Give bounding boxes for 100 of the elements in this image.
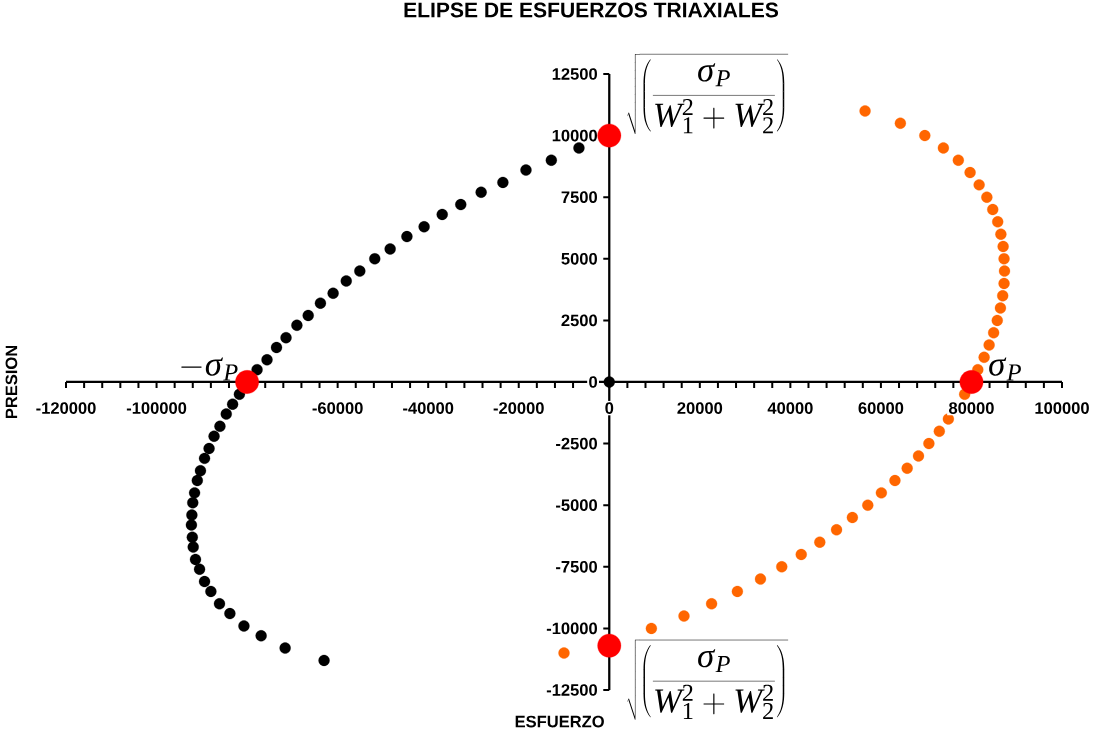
point	[795, 548, 807, 561]
point	[191, 474, 203, 487]
point	[558, 647, 570, 659]
point	[959, 370, 984, 394]
x-tick-label: -100000	[126, 402, 187, 414]
x-tick-label: -60000	[312, 402, 363, 414]
point	[314, 297, 327, 309]
y-tick-label: 10000	[552, 129, 597, 142]
point	[214, 420, 226, 432]
point	[973, 179, 985, 191]
chart-title: ELIPSE DE ESFUERZOS TRIAXIALES	[404, 2, 779, 18]
point	[203, 442, 215, 455]
y-tick-label: -2500	[556, 437, 597, 450]
point	[302, 309, 314, 322]
point	[645, 622, 658, 635]
y-tick-label: 7500	[561, 191, 597, 204]
point	[952, 154, 964, 166]
x-tick-label: 80000	[948, 402, 994, 414]
point	[198, 575, 211, 588]
y-tick-label: -12500	[546, 684, 597, 696]
point	[981, 191, 993, 203]
point	[933, 425, 945, 437]
x-axis-title: ESFUERZO	[515, 715, 604, 728]
point	[991, 314, 1003, 327]
point	[436, 208, 448, 221]
point	[912, 450, 925, 462]
point	[186, 531, 198, 543]
point	[978, 351, 990, 363]
point	[901, 462, 913, 474]
point	[997, 290, 1009, 302]
point	[280, 332, 292, 344]
point	[205, 585, 217, 598]
point	[354, 265, 366, 277]
point	[964, 166, 976, 179]
x-tick-label: 100000	[1035, 402, 1089, 414]
point	[597, 123, 622, 148]
point	[187, 497, 199, 509]
point	[998, 253, 1010, 265]
point	[401, 230, 413, 243]
point	[187, 541, 199, 553]
y-axis-title: PRESION	[5, 345, 18, 419]
point	[279, 642, 291, 654]
point	[261, 354, 273, 366]
point	[998, 265, 1011, 277]
point	[220, 408, 232, 420]
point	[255, 630, 267, 642]
point	[678, 610, 690, 622]
point	[186, 509, 198, 521]
point	[238, 620, 250, 632]
point	[213, 598, 226, 610]
x-tick-label: 60000	[858, 402, 904, 414]
x-tick-label: -120000	[36, 402, 96, 414]
point	[994, 302, 1007, 314]
annotation: $-\sigma_P$	[181, 357, 238, 381]
x-tick-label: -40000	[403, 402, 454, 414]
point	[193, 563, 206, 575]
x-tick-label: 0	[605, 402, 614, 414]
point	[942, 413, 954, 425]
point	[983, 339, 995, 351]
point	[475, 186, 487, 198]
point	[894, 117, 907, 129]
point	[418, 221, 430, 233]
point	[754, 573, 767, 585]
point	[597, 633, 622, 658]
point	[327, 287, 339, 299]
point	[369, 253, 381, 265]
point	[270, 341, 283, 354]
y-tick-label: 5000	[561, 252, 597, 265]
point	[497, 176, 509, 189]
point	[814, 536, 826, 548]
annotation: $\sqrt{\left(\frac{\sigma_P}{W_1^2+W_2^2}\right)}$	[627, 639, 789, 720]
x-tick-label: 40000	[767, 402, 813, 414]
point	[318, 654, 330, 667]
point	[846, 511, 859, 524]
point	[455, 198, 467, 211]
annotation: $\sigma_P$	[989, 357, 1021, 381]
point	[189, 553, 202, 566]
y-tick-label: -5000	[556, 499, 597, 512]
y-tick-label: 12500	[552, 68, 597, 80]
point	[889, 474, 901, 487]
point	[194, 465, 207, 477]
y-tick-label: -10000	[546, 622, 597, 635]
x-tick-label: 20000	[677, 402, 723, 414]
point	[875, 487, 887, 499]
point	[226, 398, 239, 410]
point	[573, 142, 585, 154]
point	[923, 437, 935, 450]
point	[340, 275, 352, 287]
point	[919, 129, 931, 142]
point	[992, 216, 1004, 228]
x-tick-label: -20000	[493, 402, 544, 414]
y-tick-label: 0	[589, 376, 597, 388]
point	[208, 430, 220, 442]
point	[224, 607, 236, 620]
point	[603, 376, 615, 388]
annotation: $\sqrt{\left(\frac{\sigma_P}{W_1^2+W_2^2}\right)}$	[627, 53, 789, 134]
point	[545, 154, 557, 166]
point	[862, 499, 874, 511]
point	[997, 240, 1009, 253]
point	[731, 585, 744, 598]
